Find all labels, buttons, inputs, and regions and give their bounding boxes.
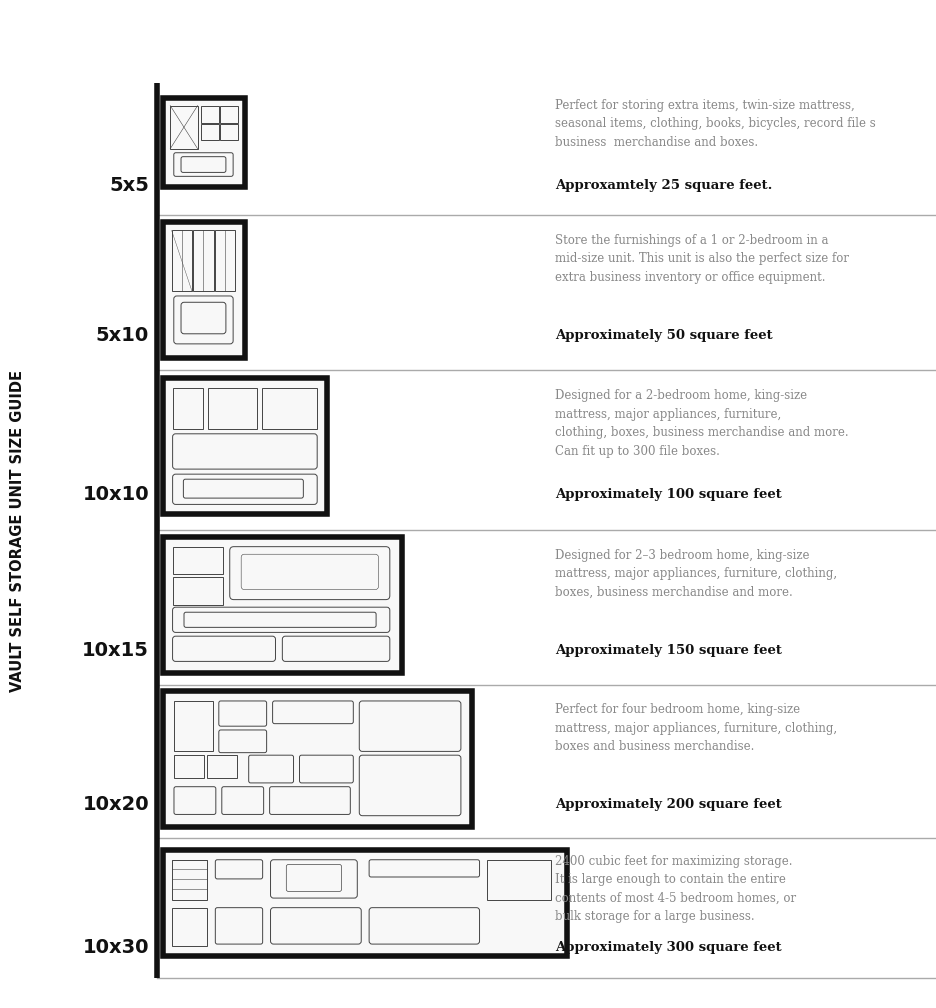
- Text: 10x30: 10x30: [82, 937, 149, 957]
- Bar: [163, 378, 327, 514]
- Bar: [170, 106, 197, 149]
- Bar: [207, 755, 237, 778]
- Bar: [171, 231, 192, 291]
- Bar: [220, 106, 238, 123]
- Bar: [172, 907, 208, 946]
- Text: Approximately 100 square feet: Approximately 100 square feet: [555, 488, 782, 501]
- Text: Approxamtely 25 square feet.: Approxamtely 25 square feet.: [555, 179, 772, 193]
- Text: Perfect for four bedroom home, king-size
mattress, major appliances, furniture, : Perfect for four bedroom home, king-size…: [555, 704, 837, 753]
- Text: 2400 cubic feet for maximizing storage.
It is large enough to contain the entire: 2400 cubic feet for maximizing storage. …: [555, 855, 797, 923]
- Bar: [220, 124, 238, 140]
- Text: 10x15: 10x15: [82, 641, 149, 660]
- Bar: [163, 222, 245, 358]
- Text: Approximately 300 square feet: Approximately 300 square feet: [555, 940, 782, 954]
- Text: Approximately 150 square feet: Approximately 150 square feet: [555, 644, 782, 657]
- Bar: [163, 850, 567, 956]
- Bar: [194, 231, 213, 291]
- Bar: [208, 388, 257, 428]
- Bar: [262, 388, 317, 428]
- Bar: [172, 577, 223, 605]
- Text: VAULT SELF STORAGE UNIT SIZE GUIDE: VAULT SELF STORAGE UNIT SIZE GUIDE: [10, 370, 25, 691]
- Text: Designed for 2–3 bedroom home, king-size
mattress, major appliances, furniture, : Designed for 2–3 bedroom home, king-size…: [555, 548, 837, 599]
- Bar: [172, 388, 203, 428]
- Text: 5x5: 5x5: [110, 176, 149, 196]
- Text: Perfect for storing extra items, twin-size mattress,
seasonal items, clothing, b: Perfect for storing extra items, twin-si…: [555, 99, 876, 149]
- Bar: [488, 860, 550, 900]
- Bar: [172, 860, 208, 900]
- Text: 10x20: 10x20: [82, 795, 149, 813]
- Text: Store the furnishings of a 1 or 2-bedroom in a
mid-size unit. This unit is also : Store the furnishings of a 1 or 2-bedroo…: [555, 234, 849, 283]
- Text: Approximately 50 square feet: Approximately 50 square feet: [555, 330, 772, 343]
- Text: Approximately 200 square feet: Approximately 200 square feet: [555, 798, 782, 810]
- Bar: [172, 546, 223, 575]
- Bar: [200, 106, 219, 123]
- Bar: [163, 98, 245, 186]
- Bar: [200, 124, 219, 140]
- Bar: [215, 231, 235, 291]
- Text: Designed for a 2-bedroom home, king-size
mattress, major appliances, furniture,
: Designed for a 2-bedroom home, king-size…: [555, 389, 849, 458]
- Bar: [163, 690, 472, 827]
- Bar: [174, 701, 212, 751]
- Bar: [174, 755, 204, 778]
- Text: 5x10: 5x10: [95, 327, 149, 346]
- Bar: [163, 536, 402, 672]
- Text: 10x10: 10x10: [82, 485, 149, 504]
